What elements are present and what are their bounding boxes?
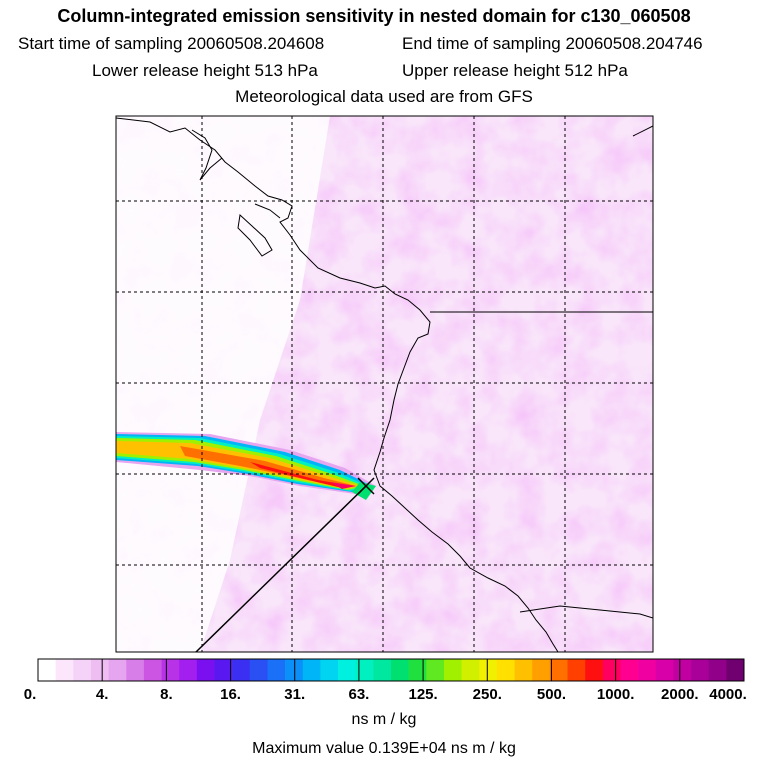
colorbar-swatch [567, 659, 586, 681]
colorbar-swatch [143, 659, 162, 681]
colorbar-swatch [585, 659, 604, 681]
grid-lines [116, 116, 653, 652]
max-value-label: Maximum value 0.139E+04 ns m / kg [252, 740, 516, 757]
colorbar-swatch [443, 659, 462, 681]
colorbar-swatch [655, 659, 674, 681]
end-time-label: End time of sampling 20060508.204746 [402, 34, 703, 53]
colorbar-swatch [179, 659, 198, 681]
colorbar-swatch [708, 659, 727, 681]
colorbar-swatch [373, 659, 392, 681]
chart-title: Column-integrated emission sensitivity i… [57, 6, 691, 26]
colorbar-frame [37, 658, 745, 682]
colorbar-swatch [232, 659, 251, 681]
colorbar-tick-label: 1000. [596, 686, 635, 703]
plume [116, 432, 376, 500]
colorbar-tick-label: 4. [95, 686, 109, 703]
map-frame [115, 115, 654, 653]
flight-track [195, 485, 367, 653]
colorbar-tick-label: 31. [284, 686, 306, 703]
colorbar [37, 658, 745, 682]
release-point-marker [357, 477, 375, 495]
lower-height-label: Lower release height 513 hPa [92, 61, 318, 80]
colorbar-swatch [408, 659, 427, 681]
colorbar-swatch [620, 659, 639, 681]
colorbar-swatch [532, 659, 551, 681]
colorbar-swatch [108, 659, 127, 681]
colorbar-swatch [55, 659, 74, 681]
colorbar-tick-label: 4000. [709, 686, 747, 703]
colorbar-swatch [126, 659, 145, 681]
colorbar-tick-label: 500. [536, 686, 567, 703]
colorbar-swatch [338, 659, 356, 681]
colorbar-units: ns m / kg [351, 711, 417, 728]
colorbar-swatch [38, 659, 56, 681]
colorbar-tick-label: 0. [23, 686, 37, 703]
colorbar-swatch [267, 659, 286, 681]
start-time-label: Start time of sampling 20060508.204608 [18, 34, 325, 53]
colorbar-swatch [196, 659, 215, 681]
colorbar-swatch [285, 659, 304, 681]
colorbar-swatch [549, 659, 568, 681]
colorbar-swatch [461, 659, 480, 681]
colorbar-swatch [691, 659, 709, 681]
colorbar-swatch [161, 659, 180, 681]
colorbar-swatch [320, 659, 339, 681]
colorbar-tick-label: 125. [408, 686, 438, 703]
colorbar-swatch [391, 659, 409, 681]
colorbar-swatch [249, 659, 268, 681]
colorbar-tick-label: 63. [348, 686, 370, 703]
colorbar-swatch [426, 659, 445, 681]
met-data-label: Meteorological data used are from GFS [235, 87, 533, 106]
colorbar-swatch [479, 659, 498, 681]
colorbar-swatch [90, 659, 109, 681]
colorbar-tick-label: 2000. [661, 686, 699, 703]
colorbar-swatch [73, 659, 92, 681]
colorbar-swatch [355, 659, 374, 681]
colorbar-swatch [214, 659, 233, 681]
colorbar-tick-label: 8. [160, 686, 173, 703]
field-background [116, 116, 653, 652]
colorbar-swatch [673, 659, 692, 681]
colorbar-swatch [302, 659, 321, 681]
upper-height-label: Upper release height 512 hPa [402, 61, 628, 80]
colorbar-swatch [638, 659, 657, 681]
coastline [116, 117, 653, 652]
colorbar-tick-label: 250. [472, 686, 502, 703]
colorbar-swatch [602, 659, 621, 681]
colorbar-swatch [726, 659, 745, 681]
colorbar-tick-label: 16. [220, 686, 241, 703]
colorbar-swatch [496, 659, 515, 681]
colorbar-swatch [514, 659, 533, 681]
